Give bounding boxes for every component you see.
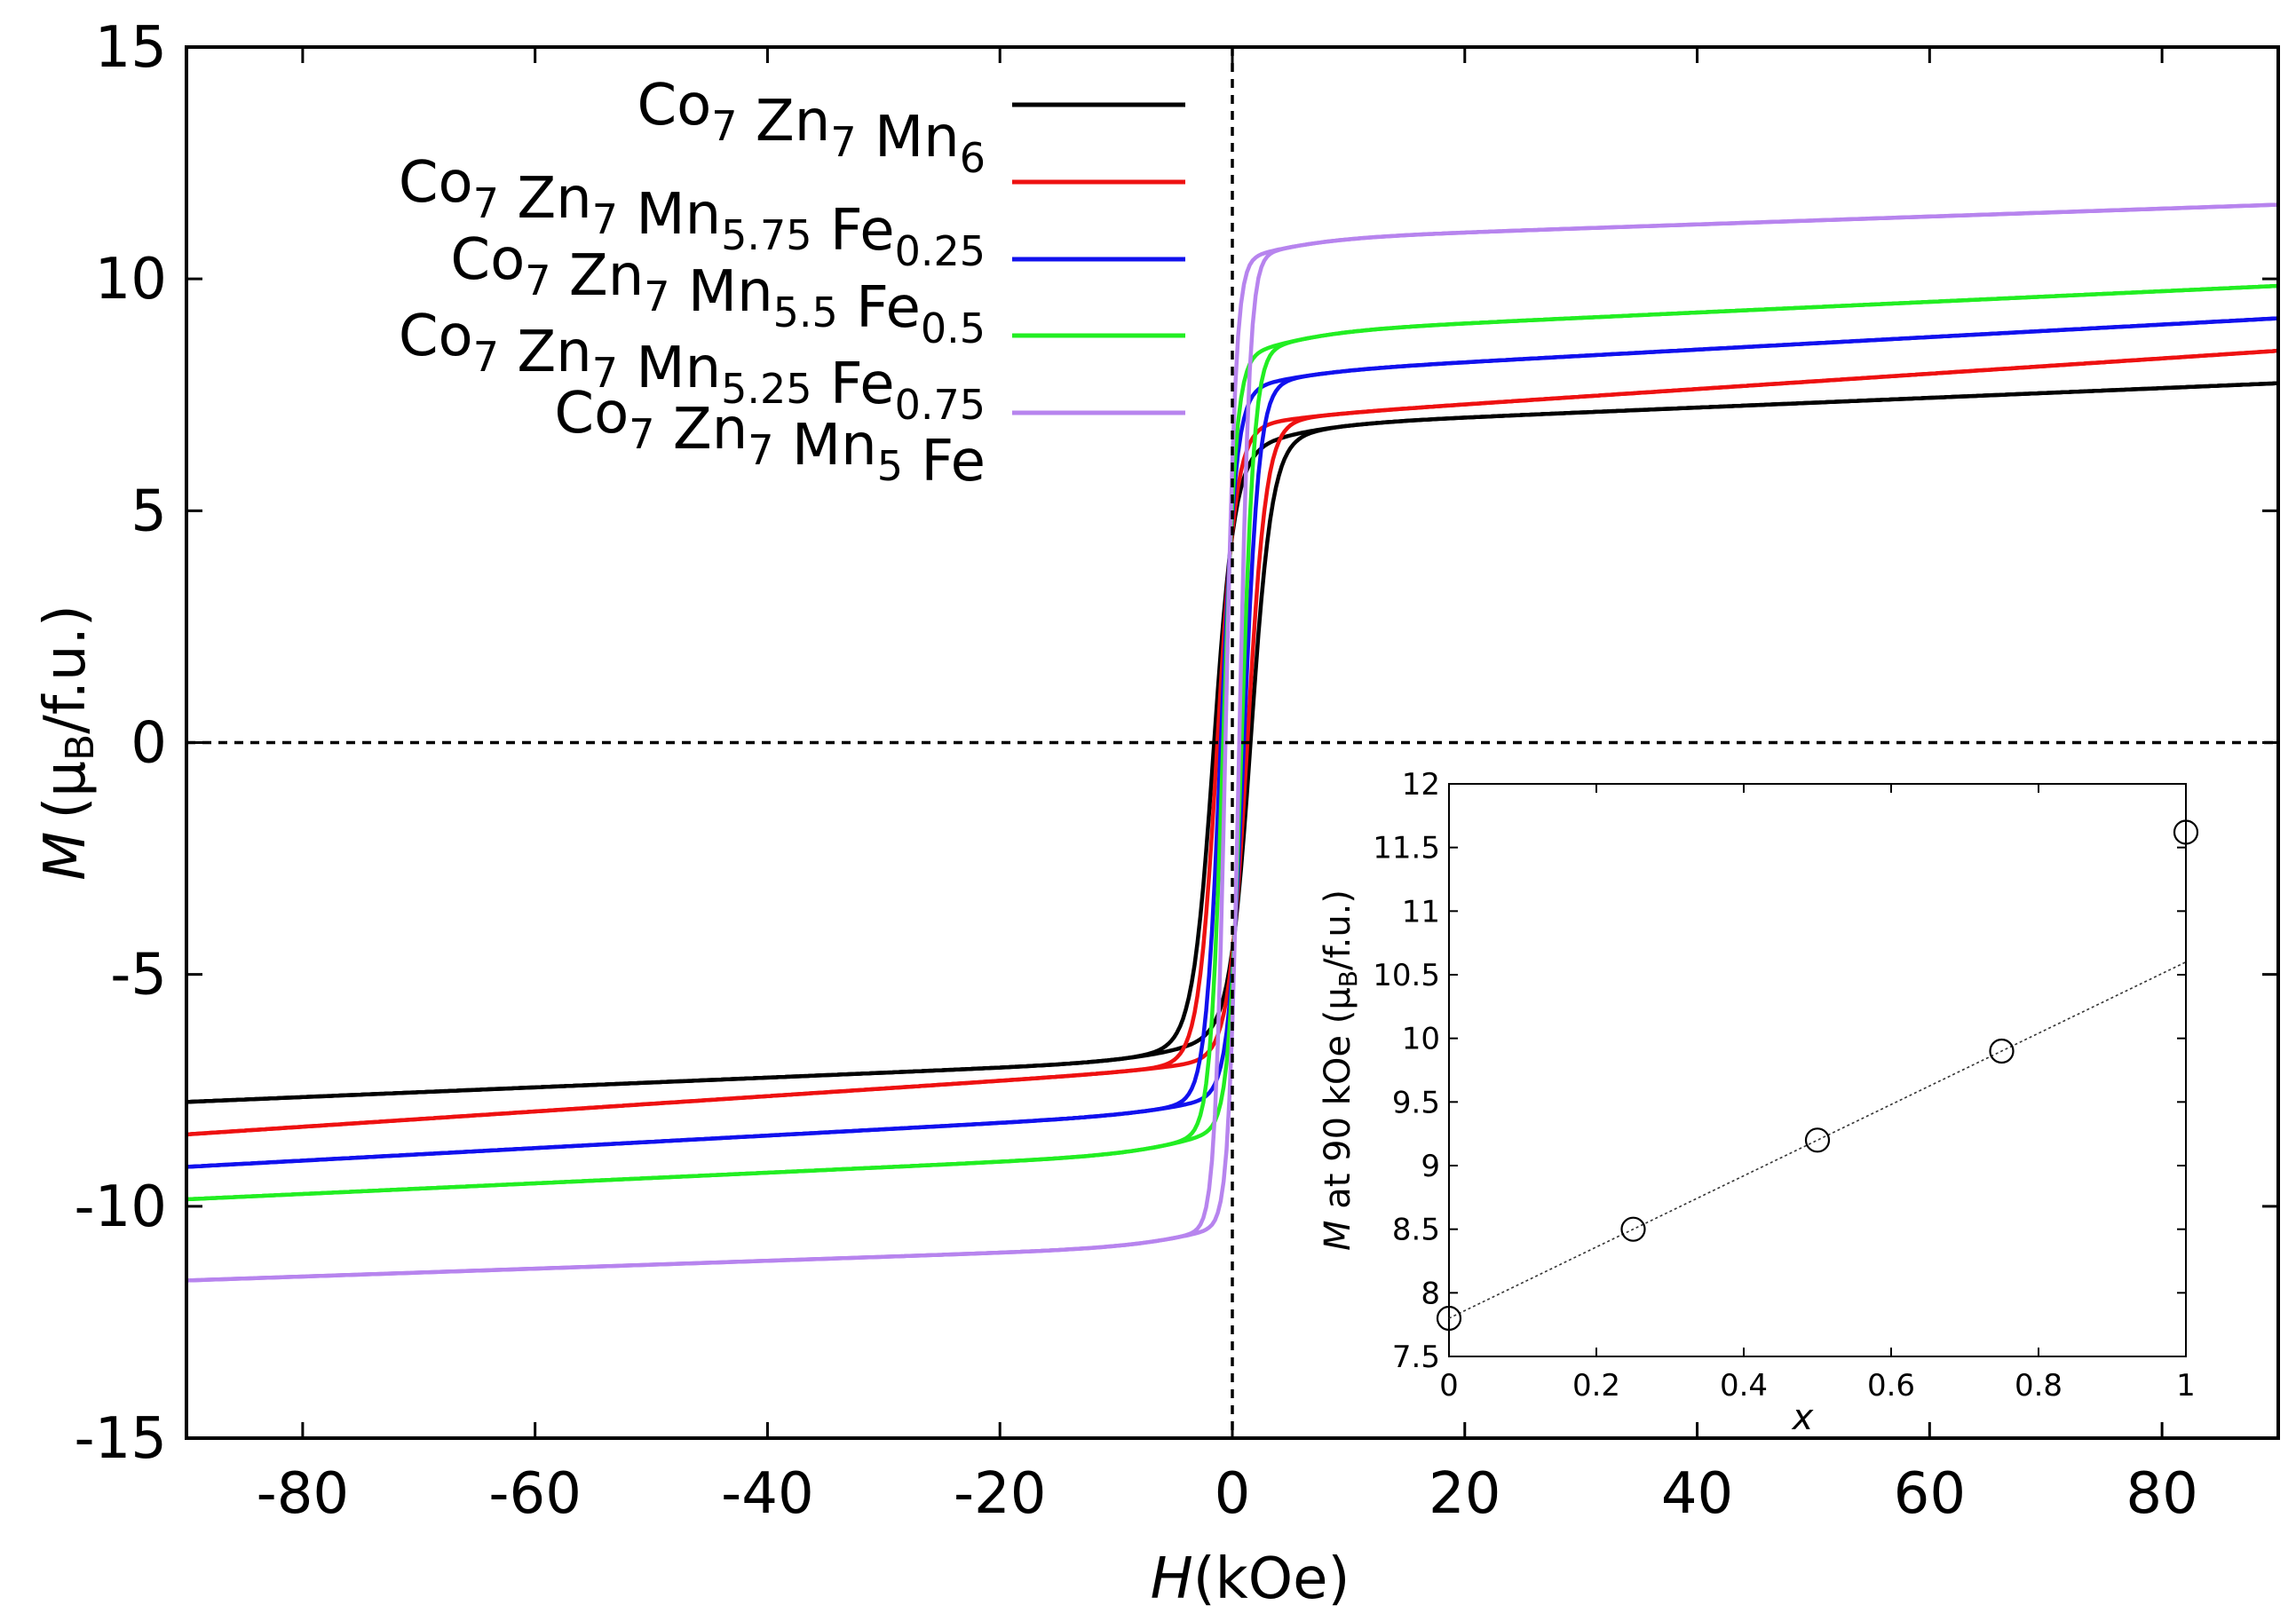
- legend-label: Co7 Zn7 Mn5 Fe: [554, 381, 986, 494]
- y-tick-label: -5: [110, 943, 167, 1008]
- legend-label: Co7 Zn7 Mn5.75 Fe0.25: [399, 150, 986, 275]
- x-tick-label: -20: [954, 1461, 1047, 1527]
- legend-label: Co7 Zn7 Mn6: [637, 73, 986, 182]
- inset-y-tick-label: 10: [1402, 1022, 1440, 1057]
- inset-y-tick-label: 8.5: [1392, 1213, 1440, 1248]
- x-tick-label: -80: [257, 1461, 350, 1527]
- x-tick-label: -40: [721, 1461, 814, 1527]
- y-tick-label: 0: [131, 711, 167, 777]
- inset-x-tick-label: 0.8: [2015, 1368, 2062, 1404]
- hysteresis-branch-descending: [186, 202, 2279, 1283]
- inset-y-tick-label: 10.5: [1373, 958, 1440, 993]
- y-axis-title-text: M (μB/f.u.): [33, 605, 103, 881]
- inset-data-point: [1804, 1127, 1831, 1153]
- x-tick-label: 80: [2126, 1461, 2197, 1527]
- inset-y-axis-title: M at 90 kOe (μB/f.u.): [1318, 890, 1363, 1251]
- legend-label: Co7 Zn7 Mn5.25 Fe0.75: [399, 304, 986, 429]
- inset-y-tick-label: 8: [1421, 1276, 1440, 1311]
- x-tick-label: 0: [1215, 1461, 1251, 1527]
- x-axis-symbol: H: [1151, 1546, 1193, 1612]
- x-axis-unit: (kOe): [1193, 1546, 1350, 1612]
- y-tick-label: -15: [74, 1406, 167, 1472]
- inset-y-tick-label: 11.5: [1373, 831, 1440, 866]
- inset-y-tick-label: 7.5: [1392, 1340, 1440, 1375]
- y-axis-unit-prefix: (μ: [33, 761, 99, 819]
- y-axis-unit-suffix: /f.u.): [33, 605, 99, 734]
- inset-y-tick-label: 12: [1402, 767, 1440, 803]
- x-tick-label: 20: [1429, 1461, 1500, 1527]
- inset-x-tick-label: 0.2: [1572, 1368, 1620, 1404]
- inset-data-point: [2173, 819, 2199, 845]
- inset-y-tick-label: 9.5: [1392, 1085, 1440, 1120]
- legend-label: Co7 Zn7 Mn5.5 Fe0.5: [450, 227, 986, 352]
- y-axis-title: M (μB/f.u.): [33, 605, 103, 881]
- y-axis-symbol: M: [33, 832, 99, 881]
- x-tick-label: 40: [1661, 1461, 1733, 1527]
- inset-data-point: [1436, 1305, 1462, 1332]
- inset-x-axis-title: x: [1791, 1397, 1814, 1438]
- y-tick-label: 15: [95, 15, 167, 81]
- inset-data-point: [1620, 1216, 1646, 1242]
- inset-chart: 0 0.2 0.4 0.6 0.8 1 7.5 8 8.5 9 9.5 10 10.5 11 11.5 12 x…: [1318, 767, 2199, 1438]
- inset-y-tick-label: 11: [1402, 894, 1440, 929]
- y-tick-label: 10: [95, 247, 167, 312]
- inset-x-tick-label: 1: [2176, 1368, 2196, 1404]
- inset-x-tick-label: 0: [1439, 1368, 1459, 1404]
- y-tick-label: -10: [74, 1174, 167, 1240]
- inset-fit-line: [1448, 961, 2187, 1319]
- x-axis-title: H(kOe): [1151, 1546, 1350, 1612]
- inset-x-tick-label: 0.6: [1867, 1368, 1915, 1404]
- x-tick-label: -60: [488, 1461, 582, 1527]
- inset-y-tick-label: 9: [1421, 1149, 1440, 1184]
- inset-data-point: [1989, 1038, 2015, 1064]
- inset-x-tick-label: 0.4: [1720, 1368, 1768, 1404]
- y-axis-unit-sub: B: [58, 734, 103, 761]
- x-tick-label: 60: [1894, 1461, 1966, 1527]
- y-tick-label: 5: [131, 478, 167, 544]
- inset-frame: [1448, 783, 2187, 1357]
